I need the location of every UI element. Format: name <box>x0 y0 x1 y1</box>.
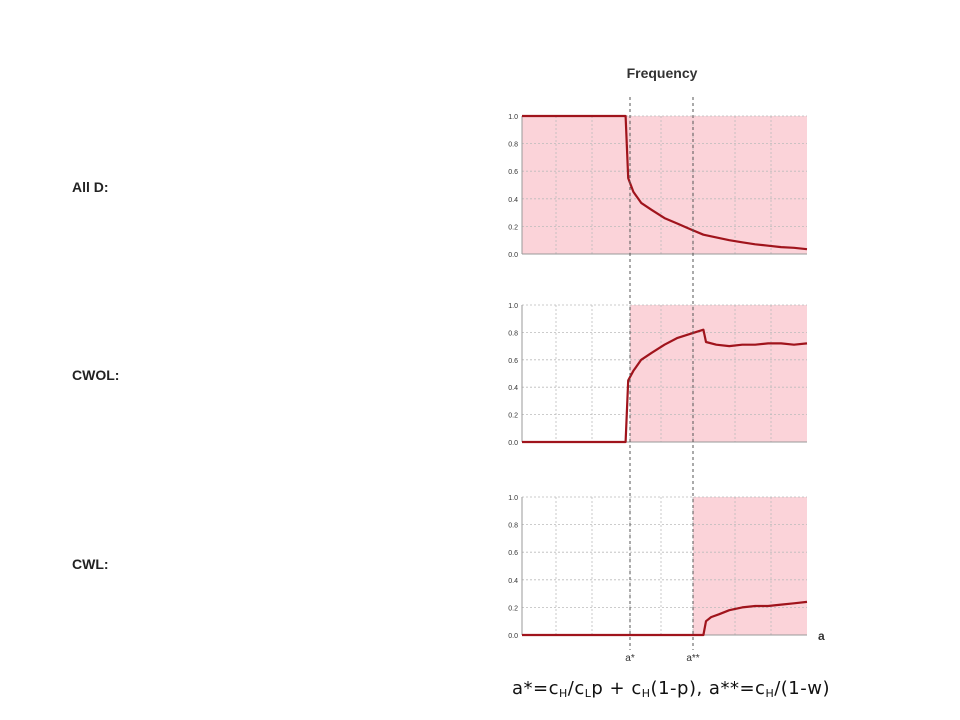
formula-part: p + c <box>591 678 642 699</box>
y-tick-label: 0.6 <box>508 550 518 557</box>
threshold-label: a** <box>686 653 699 664</box>
y-tick-label: 0.0 <box>508 440 518 447</box>
panel-2: 0.0 0.2 0.4 0.6 0.8 1.0 CWOL: <box>72 303 808 447</box>
shaded-region <box>522 116 807 254</box>
series-line <box>522 114 808 251</box>
y-tick-label: 0.6 <box>508 358 518 365</box>
series-line <box>522 328 808 444</box>
panel-label: All D: <box>72 179 109 195</box>
panel-label: CWL: <box>72 556 109 572</box>
threshold-formula: a*=cH/cLp + cH(1-p), a**=cH/(1-w) <box>512 678 830 700</box>
y-tick-label: 0.8 <box>508 523 518 530</box>
formula-sub: H <box>559 687 568 700</box>
shaded-region <box>693 497 807 635</box>
x-axis-label: a <box>818 629 825 643</box>
y-tick-label: 0.2 <box>508 224 518 231</box>
series-line <box>522 600 808 637</box>
formula-part: /(1-w) <box>774 678 830 699</box>
y-tick-label: 0.8 <box>508 142 518 149</box>
formula-a-star-star-lhs: a**=c <box>708 678 766 699</box>
y-tick-label: 0.4 <box>508 578 518 585</box>
y-tick-label: 0.0 <box>508 252 518 259</box>
threshold-label: a* <box>625 653 635 664</box>
y-tick-label: 0.8 <box>508 330 518 337</box>
formula-a-star-lhs: a*=c <box>512 678 560 699</box>
y-tick-label: 0.2 <box>508 413 518 420</box>
y-tick-label: 1.0 <box>508 303 518 310</box>
y-tick-label: 1.0 <box>508 114 518 121</box>
panel-3: 0.0 0.2 0.4 0.6 0.8 1.0 CWL: <box>72 495 808 640</box>
formula-sub: H <box>765 687 775 700</box>
shaded-region <box>630 305 807 442</box>
y-tick-label: 1.0 <box>508 495 518 502</box>
y-tick-label: 0.2 <box>508 605 518 612</box>
y-tick-label: 0.0 <box>508 633 518 640</box>
formula-sub: L <box>584 687 592 700</box>
y-tick-label: 0.4 <box>508 197 518 204</box>
y-tick-label: 0.6 <box>508 169 518 176</box>
figure-title: Frequency <box>627 65 698 81</box>
y-tick-label: 0.4 <box>508 385 518 392</box>
formula-sub: H <box>641 687 651 700</box>
formula-part: (1-p), <box>650 678 709 699</box>
formula-part: /c <box>567 678 585 699</box>
panel-1: 0.0 0.2 0.4 0.6 0.8 1.0 All D: <box>72 114 808 259</box>
panel-label: CWOL: <box>72 367 119 383</box>
